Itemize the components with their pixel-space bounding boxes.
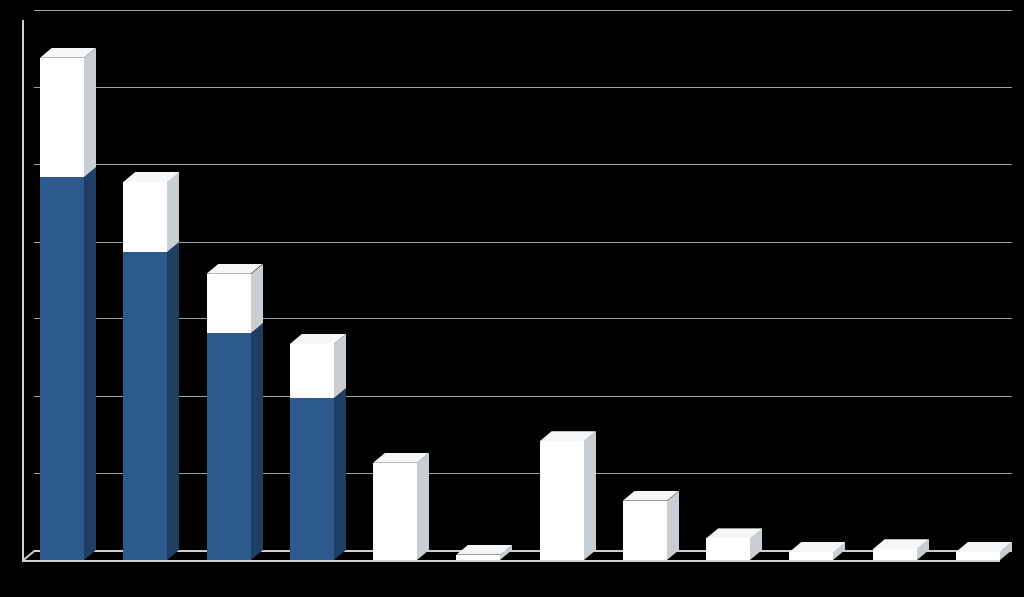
bar-c11-series-b <box>873 549 917 560</box>
bar-c12-series-b <box>956 552 1000 560</box>
bar-c7-series-b <box>540 441 584 560</box>
bar-c6-series-b <box>456 555 500 560</box>
bar-c3-series-b <box>207 274 251 333</box>
grid-line <box>34 242 1012 243</box>
grid-line <box>34 473 1012 474</box>
y-axis-line <box>22 20 24 560</box>
bar-c10-series-b <box>789 552 833 560</box>
bar-c3-series-a <box>207 333 251 560</box>
bar-c4-series-a <box>290 398 334 560</box>
bar-c8-series-b <box>623 501 667 560</box>
grid-line <box>34 164 1012 165</box>
grid-line <box>34 318 1012 319</box>
grid-line <box>34 10 1012 11</box>
bar-c9-series-b <box>706 538 750 560</box>
bar-c2-series-a <box>123 252 167 560</box>
x-axis-line <box>34 550 1012 552</box>
grid-line <box>34 396 1012 397</box>
bar-c4-series-b <box>290 344 334 398</box>
chart-canvas <box>0 0 1024 597</box>
bar-c1-series-b <box>40 58 84 177</box>
grid-line <box>34 87 1012 88</box>
bar-c5-series-b <box>373 463 417 560</box>
floor-front-edge <box>22 560 1000 562</box>
bar-c2-series-b <box>123 182 167 252</box>
bar-c1-series-a <box>40 177 84 560</box>
